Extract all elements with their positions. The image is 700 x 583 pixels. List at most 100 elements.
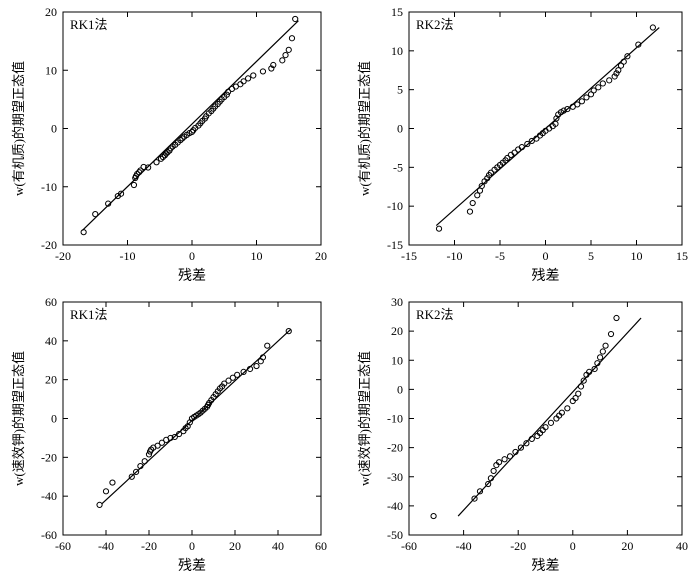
- data-point: [145, 451, 153, 458]
- data-point: [134, 170, 141, 178]
- data-point: [430, 512, 437, 520]
- x-axis-label: 残差: [532, 268, 560, 284]
- data-point: [141, 458, 148, 465]
- y-tick-label: 10: [391, 44, 403, 58]
- data-point: [506, 453, 514, 460]
- data-point: [583, 94, 590, 101]
- panel-title: RK2法: [416, 17, 454, 32]
- data-point: [574, 101, 581, 108]
- y-tick-label: 10: [391, 353, 403, 367]
- data-point: [649, 24, 656, 31]
- x-axis-label: 残差: [178, 558, 206, 574]
- data-point: [615, 67, 622, 74]
- data-point: [279, 57, 286, 64]
- x-tick-label: 40: [676, 539, 688, 553]
- data-point: [597, 354, 604, 361]
- data-point: [484, 175, 491, 182]
- data-point: [288, 35, 296, 42]
- x-tick-label: -20: [55, 249, 71, 263]
- data-point: [234, 371, 241, 378]
- data-point: [564, 105, 571, 113]
- x-tick-label: 20: [229, 539, 241, 553]
- data-point: [246, 365, 254, 373]
- data-point: [466, 208, 474, 215]
- x-tick-label: -5: [495, 249, 505, 263]
- data-point: [240, 368, 247, 375]
- fit-line: [457, 317, 642, 517]
- x-tick-label: 10: [251, 249, 263, 263]
- data-point: [613, 70, 620, 77]
- data-point: [171, 433, 178, 441]
- x-axis-label: 残差: [178, 268, 206, 284]
- y-tick-label: 0: [397, 122, 403, 136]
- data-point: [225, 377, 232, 384]
- y-tick-label: -40: [41, 489, 57, 503]
- x-tick-label: 40: [272, 539, 284, 553]
- data-point: [237, 81, 244, 88]
- data-point: [469, 199, 476, 207]
- data-point: [611, 73, 618, 80]
- y-tick-label: -20: [41, 238, 57, 252]
- x-tick-label: -20: [141, 539, 157, 553]
- x-tick-label: -60: [55, 539, 71, 553]
- data-point: [487, 475, 494, 482]
- panel-title: RK1法: [70, 17, 108, 32]
- data-point: [167, 145, 174, 152]
- data-point: [607, 330, 615, 338]
- y-axis-label: w(速效钾)的期望正态值: [357, 351, 372, 486]
- data-point: [523, 440, 530, 447]
- data-point: [435, 225, 443, 232]
- panel-4: -60 -40 -20 0 20 40 -50 -40 -30 -20 -10 0 10 20 30 RK2法…: [357, 295, 688, 574]
- x-tick-label: 0: [543, 249, 549, 263]
- data-point: [282, 52, 289, 59]
- y-tick-label: 0: [397, 382, 403, 396]
- y-axis-label: w(有机质)的期望正态值: [11, 61, 26, 196]
- y-tick-label: -50: [387, 528, 403, 542]
- y-tick-label: 5: [397, 83, 403, 97]
- data-point: [594, 360, 601, 367]
- data-point: [137, 462, 144, 470]
- data-point: [292, 15, 299, 23]
- data-point: [564, 405, 571, 412]
- data-point: [188, 128, 196, 136]
- data-point: [80, 229, 87, 236]
- data-point: [511, 149, 518, 156]
- data-point: [490, 467, 497, 475]
- data-point: [591, 365, 598, 373]
- data-point: [620, 58, 627, 65]
- data-point: [547, 419, 555, 426]
- data-point: [624, 53, 631, 60]
- panel-title: RK1法: [70, 307, 108, 322]
- data-point: [92, 211, 99, 218]
- data-point: [487, 169, 494, 176]
- x-axis-label: 残差: [532, 558, 560, 574]
- data-point: [268, 65, 275, 72]
- x-tick-label: -40: [456, 539, 472, 553]
- data-point: [476, 488, 484, 495]
- data-point: [613, 314, 620, 322]
- y-tick-label: -30: [387, 470, 403, 484]
- x-tick-label: 0: [189, 249, 195, 263]
- data-point: [575, 390, 582, 397]
- data-point: [572, 395, 579, 402]
- data-point: [560, 107, 567, 114]
- data-point: [158, 439, 165, 446]
- data-point: [517, 444, 525, 451]
- data-point: [179, 135, 186, 142]
- data-point: [635, 41, 642, 48]
- data-point: [164, 149, 171, 156]
- x-tick-label: 0: [189, 539, 195, 553]
- data-point: [157, 155, 165, 162]
- data-point: [578, 98, 586, 105]
- y-tick-label: 30: [391, 295, 403, 309]
- data-point: [474, 192, 481, 199]
- y-tick-label: -20: [41, 450, 57, 464]
- x-tick-label: 5: [588, 249, 594, 263]
- data-point: [259, 354, 267, 361]
- data-point: [606, 77, 613, 84]
- data-point: [501, 456, 508, 463]
- data-point: [512, 448, 519, 456]
- data-point: [250, 72, 257, 79]
